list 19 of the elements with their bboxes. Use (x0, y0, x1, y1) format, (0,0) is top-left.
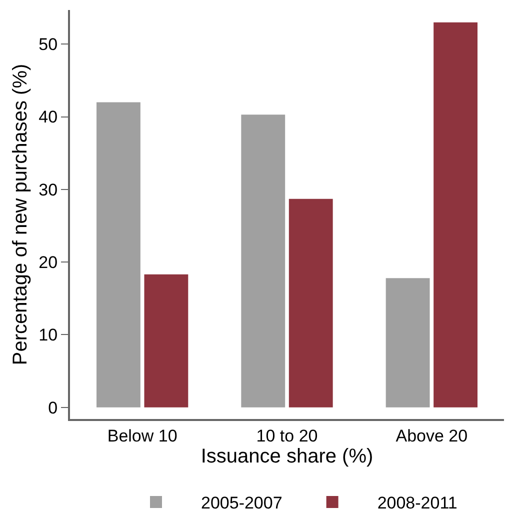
bar (241, 114, 286, 408)
bar (434, 22, 478, 408)
bar (386, 278, 430, 408)
x-tick-label: Below 10 (107, 426, 178, 446)
bar (96, 102, 140, 408)
y-tick-label: 10 (38, 326, 58, 345)
x-tick-label: Above 20 (396, 426, 468, 446)
legend-label: 2005-2007 (201, 494, 282, 513)
x-axis-title: Issuance share (%) (200, 445, 374, 468)
y-tick-label: 0 (48, 398, 58, 418)
y-tick-label: 40 (38, 108, 58, 127)
y-tick-label: 30 (38, 180, 58, 200)
legend-label: 2008-2011 (377, 494, 458, 513)
x-tick-label: 10 to 20 (256, 426, 318, 446)
bar (144, 274, 188, 408)
y-tick-label: 20 (38, 253, 58, 272)
y-axis-title: Percentage of new purchases (%) (10, 64, 32, 366)
bar (288, 198, 333, 408)
y-tick-label: 50 (38, 35, 58, 54)
